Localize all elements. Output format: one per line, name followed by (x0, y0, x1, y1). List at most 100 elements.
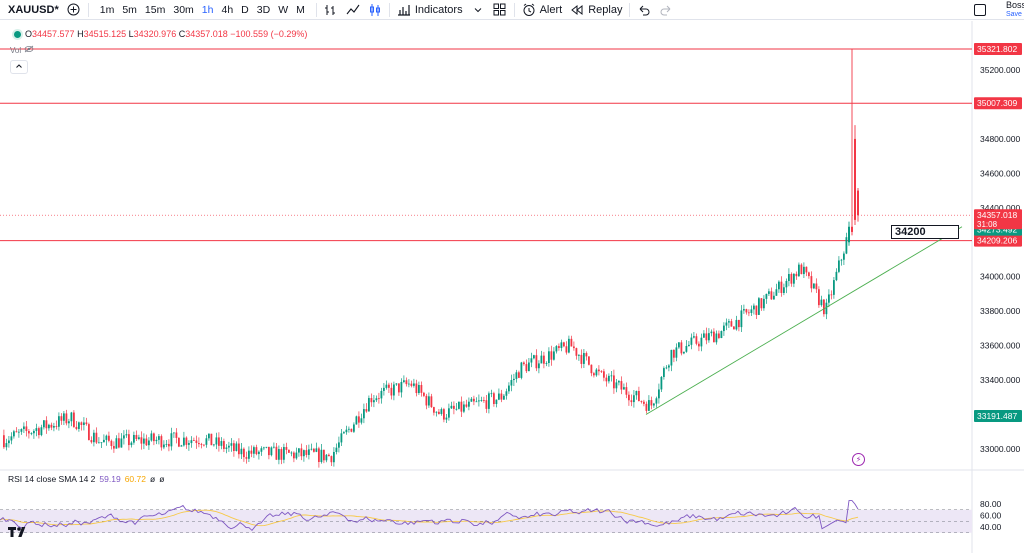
price-tick-label: 35200.000 (980, 65, 1020, 75)
candle-body (323, 449, 325, 461)
candle-body (85, 422, 88, 425)
volume-label: Vol (10, 45, 22, 55)
timeframe-w[interactable]: W (278, 3, 289, 16)
lightning-icon[interactable]: ⚡ (852, 453, 865, 466)
indicators-icon (397, 3, 411, 17)
timeframe-m[interactable]: M (296, 3, 305, 16)
eye-off-icon[interactable] (24, 45, 34, 55)
candle-body (763, 298, 765, 309)
replay-button[interactable]: Replay (566, 0, 626, 20)
layouts-button[interactable] (489, 0, 511, 20)
candle-body (580, 354, 583, 364)
rsi-tick-label: 60.00 (980, 511, 1002, 521)
price-annotation[interactable]: 34200 (891, 225, 959, 239)
indicators-button[interactable]: Indicators (393, 0, 467, 20)
timeframe-d[interactable]: D (241, 3, 249, 16)
timeframe-3d[interactable]: 3D (256, 3, 271, 16)
fullscreen-icon[interactable] (974, 4, 986, 16)
candle-body (560, 342, 563, 348)
candle-body (183, 437, 185, 446)
candle-body (715, 333, 718, 343)
candle-body (60, 416, 63, 421)
candle-body (143, 438, 145, 444)
candle-body (590, 364, 593, 374)
candle-body (813, 283, 815, 289)
volume-legend[interactable]: Vol (10, 45, 34, 55)
candle-body (633, 395, 635, 403)
price-tick-label: 33000.000 (980, 444, 1020, 454)
candle-body (698, 343, 700, 347)
open-key: O (25, 29, 33, 39)
candle-body (603, 371, 605, 378)
candle-body (490, 393, 493, 395)
candle-body (270, 447, 273, 456)
candle-body (433, 407, 435, 413)
candle-body (740, 310, 743, 328)
candle-body (205, 438, 208, 445)
line-style-button[interactable] (342, 0, 364, 20)
candle-body (703, 333, 705, 338)
redo-button[interactable] (655, 0, 677, 20)
timeframe-15m[interactable]: 15m (144, 3, 166, 16)
alert-button[interactable]: Alert (518, 0, 567, 20)
timeframe-1m[interactable]: 1m (99, 3, 115, 16)
candle-body (213, 444, 215, 446)
candle-body (680, 342, 683, 354)
indicators-label: Indicators (414, 3, 463, 16)
candle-body (493, 393, 495, 405)
candle-body (303, 450, 305, 457)
candle-body (185, 437, 188, 445)
user-menu[interactable]: Boss Save (1006, 1, 1024, 19)
candle-body (525, 364, 528, 372)
candle-body (783, 287, 785, 293)
candle-body (370, 398, 373, 403)
candle-body (738, 319, 740, 328)
timeframe-5m[interactable]: 5m (122, 3, 137, 16)
candle-body (725, 322, 728, 326)
candle-body (363, 409, 365, 419)
candle-body (530, 358, 533, 363)
compare-button[interactable] (63, 0, 85, 20)
candle-body (683, 351, 685, 354)
candle-body (523, 362, 525, 365)
candle-body (655, 398, 658, 404)
tradingview-logo[interactable] (8, 525, 30, 543)
candle-body (188, 443, 190, 445)
candle-body (300, 448, 303, 457)
ohlc-legend: O34457.577 H34515.125 L34320.976 C34357.… (14, 29, 307, 39)
indicators-dropdown-button[interactable] (467, 0, 489, 20)
ohlc-values: O34457.577 H34515.125 L34320.976 C34357.… (25, 29, 307, 39)
candle-body (330, 456, 333, 463)
candle-body (828, 294, 830, 303)
candle-body (23, 426, 25, 430)
candle-body (83, 422, 85, 425)
rsi-tick-label: 40.00 (980, 522, 1002, 532)
candle-body (748, 312, 750, 314)
timeframe-4h[interactable]: 4h (221, 3, 234, 16)
collapse-legend-button[interactable] (10, 60, 28, 74)
candle-body (570, 338, 573, 347)
candle-body (5, 443, 8, 448)
candle-body (440, 409, 443, 414)
timeframe-30m[interactable]: 30m (173, 3, 194, 16)
candle-body (583, 353, 585, 364)
candle-body (528, 362, 530, 372)
symbol-search-button[interactable]: XAUUSD* (0, 0, 63, 20)
candle-body (313, 448, 315, 452)
candle-body (455, 408, 458, 410)
candle-body (340, 433, 343, 443)
candle-body (650, 400, 653, 406)
timeframe-1h[interactable]: 1h (201, 3, 214, 16)
candle-body (110, 440, 113, 447)
candle-body (28, 431, 30, 434)
undo-button[interactable] (633, 0, 655, 20)
candle-body (275, 446, 278, 460)
candle-body (393, 384, 395, 396)
rsi-extra-value: ø (159, 474, 165, 484)
candle-body (640, 401, 643, 402)
candle-body (415, 383, 418, 394)
candle-style-button[interactable] (364, 0, 386, 20)
bar-style-button[interactable] (320, 0, 342, 20)
candle-body (173, 432, 175, 434)
